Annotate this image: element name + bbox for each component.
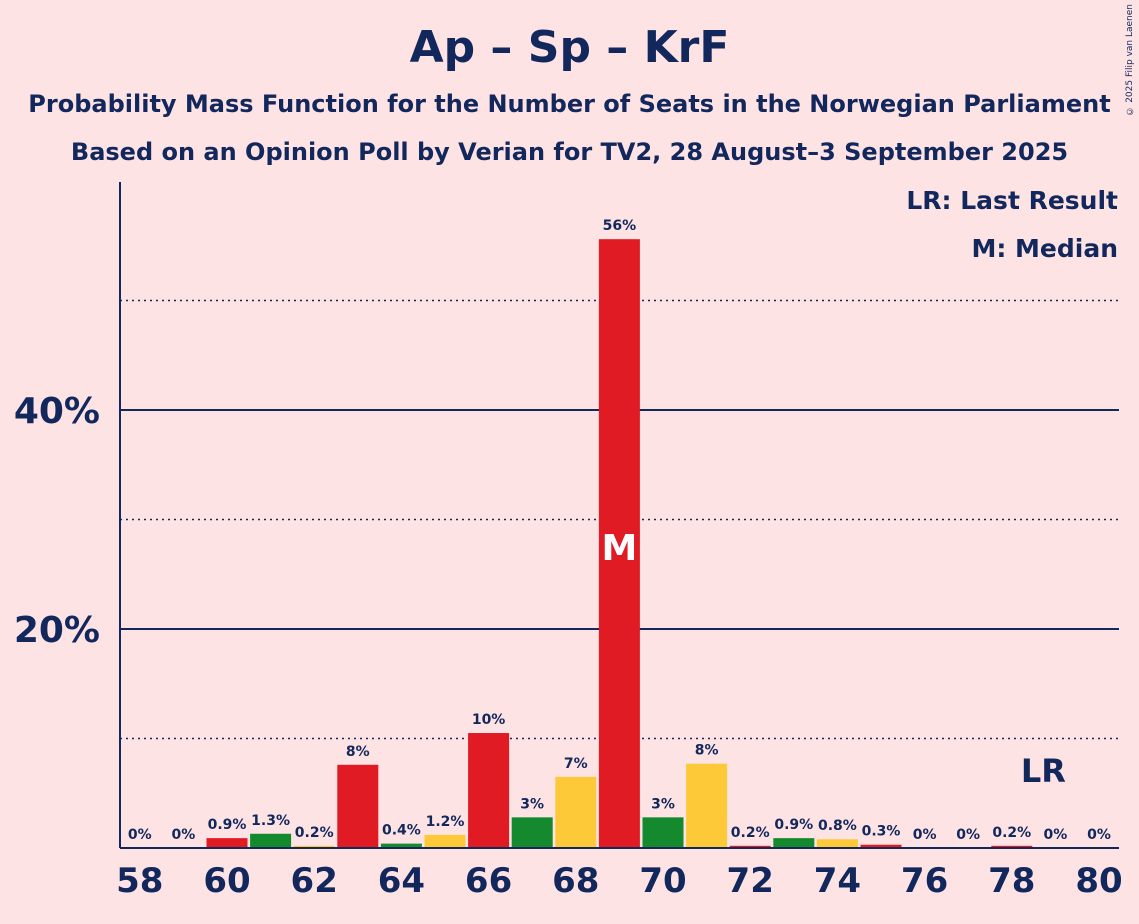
- x-tick-label: 66: [465, 861, 512, 901]
- bar-value-label: 56%: [603, 218, 637, 234]
- chart-title: Ap – Sp – KrF: [409, 22, 730, 73]
- bar: [991, 845, 1033, 848]
- x-tick-label: 58: [116, 861, 163, 901]
- bar: [293, 845, 335, 848]
- bar-value-label: 3%: [520, 796, 544, 812]
- bar: [729, 845, 771, 848]
- bar-value-label: 0%: [913, 827, 937, 843]
- bar: [511, 817, 553, 848]
- x-tick-label: 80: [1075, 861, 1122, 901]
- bar-value-label: 0.2%: [992, 825, 1031, 841]
- bar-value-label: 1.3%: [251, 813, 290, 829]
- bar: [816, 839, 858, 848]
- bar-value-label: 0%: [1044, 827, 1068, 843]
- legend-last-result: LR: Last Result: [906, 186, 1118, 215]
- bar-value-label: 0%: [956, 827, 980, 843]
- bar: [380, 843, 422, 848]
- bar: [206, 838, 248, 848]
- x-tick-label: 76: [901, 861, 948, 901]
- x-tick-label: 60: [203, 861, 250, 901]
- x-tick-label: 74: [814, 861, 861, 901]
- bar-value-label: 0.3%: [862, 824, 901, 840]
- bar: [773, 838, 815, 848]
- y-tick-label: 40%: [14, 391, 100, 432]
- x-tick-label: 62: [291, 861, 338, 901]
- bar-value-label: 10%: [472, 712, 506, 728]
- bar-value-label: 0%: [172, 827, 196, 843]
- legend-median: M: Median: [971, 234, 1118, 263]
- bar-value-label: 0.9%: [208, 817, 247, 833]
- bar: [555, 776, 597, 848]
- bar-value-label: 0.8%: [818, 818, 857, 834]
- bar-value-label: 3%: [651, 796, 675, 812]
- bar-value-label: 0.4%: [382, 823, 421, 839]
- bar: [468, 733, 510, 848]
- bar-value-label: 7%: [564, 756, 588, 772]
- bar-value-label: 0.2%: [295, 825, 334, 841]
- bar-value-label: 0.9%: [774, 817, 813, 833]
- bar: [250, 833, 292, 848]
- median-marker: M: [601, 528, 637, 569]
- bar-value-label: 1.2%: [426, 814, 465, 830]
- bar: [598, 239, 640, 848]
- x-tick-label: 78: [988, 861, 1035, 901]
- x-tick-label: 72: [727, 861, 774, 901]
- chart-source: Based on an Opinion Poll by Verian for T…: [70, 138, 1069, 166]
- x-tick-label: 70: [639, 861, 686, 901]
- bar-value-label: 8%: [346, 744, 370, 760]
- x-tick-label: 68: [552, 861, 599, 901]
- bar-value-label: 0%: [1087, 827, 1111, 843]
- x-tick-label: 64: [378, 861, 425, 901]
- bar-value-label: 0%: [128, 827, 152, 843]
- bar: [424, 834, 466, 848]
- bar: [686, 763, 728, 848]
- last-result-marker: LR: [1021, 752, 1066, 790]
- chart-subtitle: Probability Mass Function for the Number…: [28, 90, 1111, 118]
- bar-value-label: 8%: [695, 743, 719, 759]
- bar: [337, 764, 379, 848]
- y-tick-label: 20%: [14, 610, 100, 651]
- bar: [642, 817, 684, 848]
- bar-value-label: 0.2%: [731, 825, 770, 841]
- bar: [860, 844, 902, 848]
